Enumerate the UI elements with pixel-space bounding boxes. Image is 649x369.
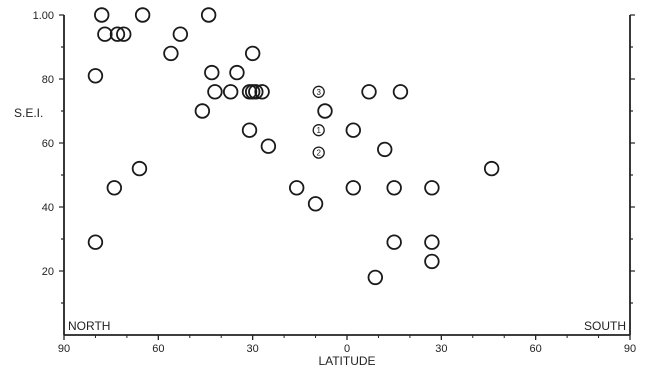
data-point (94, 7, 110, 23)
data-point (200, 7, 217, 23)
y-axis-label: S.E.I. (14, 106, 43, 120)
data-point (317, 103, 333, 119)
data-point (307, 196, 324, 212)
data-point (87, 234, 104, 250)
axes-group (63, 15, 631, 336)
labeled-point-number: 3 (316, 88, 321, 97)
x-tick-label: 90 (624, 343, 636, 355)
x-tick-label: 30 (435, 343, 447, 355)
data-point (229, 64, 245, 81)
labeled-point-number: 1 (316, 126, 321, 135)
data-point (392, 84, 409, 100)
labeled-point: 3 (312, 85, 325, 98)
ticks-layer: 90 60 30 0 30 60 90 1.00 80 60 40 20 (33, 10, 637, 355)
data-point (109, 26, 126, 42)
data-point (386, 180, 402, 196)
data-point (367, 269, 384, 286)
data-point (244, 45, 261, 62)
data-point (163, 45, 179, 62)
x-tick-label: 0 (344, 343, 350, 355)
y-tick-label: 60 (42, 138, 54, 150)
data-point (424, 180, 440, 196)
data-point (377, 141, 393, 158)
data-point (424, 253, 440, 270)
labeled-point-circle (312, 85, 325, 98)
data-point (116, 26, 132, 42)
data-point (222, 84, 239, 100)
data-point (288, 180, 305, 196)
x-tick-label: 60 (530, 343, 542, 355)
labeled-point: 2 (312, 146, 325, 159)
x-tick-label: 60 (152, 343, 164, 355)
north-label: NORTH (68, 319, 110, 333)
data-point (204, 64, 220, 81)
y-tick-label: 1.00 (33, 10, 54, 22)
labeled-point-circle (312, 146, 325, 159)
x-tick-label: 30 (247, 343, 259, 355)
labeled-point: 1 (312, 124, 325, 137)
y-tick-label: 20 (42, 266, 54, 278)
data-point (207, 84, 223, 100)
y-tick-label: 80 (42, 74, 54, 86)
data-point (254, 84, 270, 100)
y-tick-label: 40 (42, 202, 54, 214)
data-point (386, 234, 402, 250)
data-point (424, 234, 440, 250)
labeled-point-circle (312, 124, 325, 137)
data-point (134, 7, 151, 23)
data-point (361, 84, 377, 100)
south-label: SOUTH (584, 319, 626, 333)
data-point (106, 180, 123, 196)
data-point (172, 26, 189, 42)
labeled-point-number: 2 (316, 149, 321, 158)
data-point (248, 84, 264, 100)
data-point (194, 103, 211, 119)
data-point (345, 180, 361, 196)
data-point (131, 160, 148, 177)
data-point (87, 68, 104, 84)
data-point (260, 138, 277, 154)
points-layer: 3 1 2 (87, 7, 500, 286)
data-point (345, 122, 361, 138)
x-axis-label: LATITUDE (318, 354, 375, 368)
x-tick-label: 90 (58, 343, 70, 355)
data-point (241, 122, 258, 138)
data-point (483, 160, 500, 177)
data-point (97, 26, 113, 42)
